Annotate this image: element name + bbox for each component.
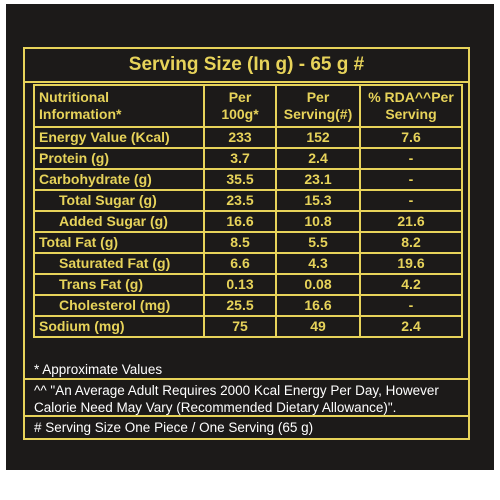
table-row: Carbohydrate (g) 35.5 23.1 - bbox=[33, 168, 463, 191]
footnote-rda: ^^ "An Average Adult Requires 2000 Kcal … bbox=[25, 381, 468, 417]
row-label: Total Fat (g) bbox=[33, 231, 205, 254]
nutrition-table-frame bbox=[23, 47, 470, 440]
row-rda: 21.6 bbox=[359, 210, 463, 233]
row-per-100g: 233 bbox=[203, 126, 277, 149]
row-rda: 19.6 bbox=[359, 252, 463, 275]
row-per-serving: 49 bbox=[275, 315, 361, 338]
table-row: Energy Value (Kcal) 233 152 7.6 bbox=[33, 126, 463, 149]
table-row: Saturated Fat (g) 6.6 4.3 19.6 bbox=[33, 252, 463, 275]
header-rda-per-serving: % RDA^^Per Serving bbox=[359, 84, 463, 128]
table-row: Protein (g) 3.7 2.4 - bbox=[33, 147, 463, 170]
header-nutritional-information: Nutritional Information* bbox=[33, 84, 205, 128]
row-label: Sodium (mg) bbox=[33, 315, 205, 338]
row-per-100g: 35.5 bbox=[203, 168, 277, 191]
row-per-serving: 152 bbox=[275, 126, 361, 149]
row-per-100g: 23.5 bbox=[203, 189, 277, 212]
row-rda: 8.2 bbox=[359, 231, 463, 254]
row-rda: - bbox=[359, 168, 463, 191]
row-label: Added Sugar (g) bbox=[33, 210, 205, 233]
row-per-serving: 16.6 bbox=[275, 294, 361, 317]
row-per-serving: 5.5 bbox=[275, 231, 361, 254]
row-rda: - bbox=[359, 147, 463, 170]
row-per-serving: 15.3 bbox=[275, 189, 361, 212]
row-per-100g: 6.6 bbox=[203, 252, 277, 275]
row-per-serving: 4.3 bbox=[275, 252, 361, 275]
table-header-row: Nutritional Information* Per 100g* Per Serv… bbox=[33, 84, 463, 128]
footnote-serving-size: # Serving Size One Piece / One Serving (… bbox=[34, 420, 314, 435]
header-per-100g: Per 100g* bbox=[203, 84, 277, 128]
row-per-100g: 3.7 bbox=[203, 147, 277, 170]
row-per-serving: 2.4 bbox=[275, 147, 361, 170]
table-row: Total Sugar (g) 23.5 15.3 - bbox=[33, 189, 463, 212]
row-rda: 4.2 bbox=[359, 273, 463, 296]
row-per-100g: 0.13 bbox=[203, 273, 277, 296]
footnote-approximate-values: * Approximate Values bbox=[25, 359, 468, 380]
row-per-serving: 10.8 bbox=[275, 210, 361, 233]
row-per-100g: 75 bbox=[203, 315, 277, 338]
row-label: Energy Value (Kcal) bbox=[33, 126, 205, 149]
row-label: Saturated Fat (g) bbox=[33, 252, 205, 275]
table-row: Sodium (mg) 75 49 2.4 bbox=[33, 315, 463, 338]
row-rda: - bbox=[359, 189, 463, 212]
row-label: Trans Fat (g) bbox=[33, 273, 205, 296]
table-row: Cholesterol (mg) 25.5 16.6 - bbox=[33, 294, 463, 317]
header-per-serving: Per Serving(#) bbox=[275, 84, 361, 128]
table-row: Trans Fat (g) 0.13 0.08 4.2 bbox=[33, 273, 463, 296]
table-row: Total Fat (g) 8.5 5.5 8.2 bbox=[33, 231, 463, 254]
serving-size-title: Serving Size (In g) - 65 g # bbox=[25, 49, 468, 83]
row-label: Carbohydrate (g) bbox=[33, 168, 205, 191]
row-per-serving: 23.1 bbox=[275, 168, 361, 191]
row-label: Total Sugar (g) bbox=[33, 189, 205, 212]
row-rda: - bbox=[359, 294, 463, 317]
row-per-serving: 0.08 bbox=[275, 273, 361, 296]
nutrition-table: Nutritional Information* Per 100g* Per Serv… bbox=[33, 84, 463, 338]
row-per-100g: 25.5 bbox=[203, 294, 277, 317]
row-label: Cholesterol (mg) bbox=[33, 294, 205, 317]
row-rda: 2.4 bbox=[359, 315, 463, 338]
row-label: Protein (g) bbox=[33, 147, 205, 170]
table-row: Added Sugar (g) 16.6 10.8 21.6 bbox=[33, 210, 463, 233]
row-per-100g: 16.6 bbox=[203, 210, 277, 233]
row-rda: 7.6 bbox=[359, 126, 463, 149]
row-per-100g: 8.5 bbox=[203, 231, 277, 254]
